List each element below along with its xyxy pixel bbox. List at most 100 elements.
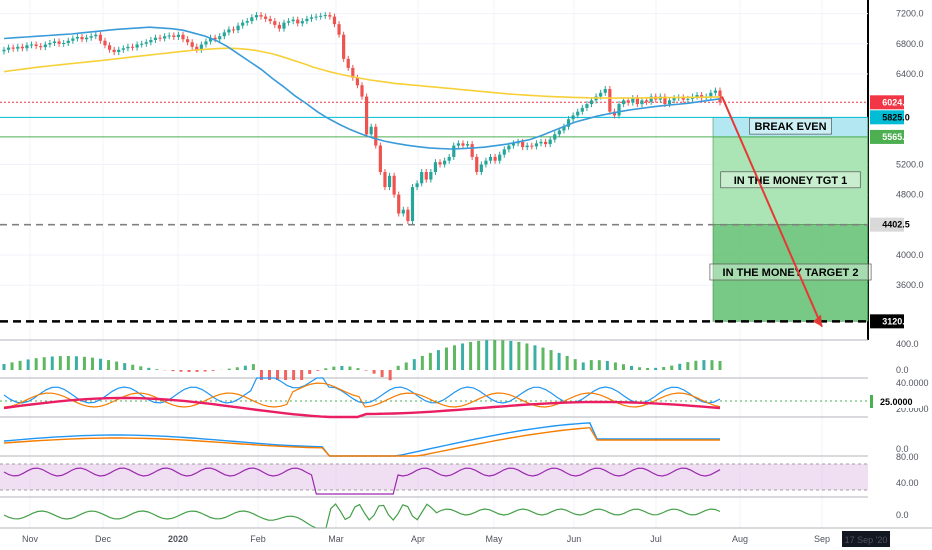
candle-body — [566, 119, 571, 127]
candle-body — [612, 111, 617, 116]
candle-body — [713, 90, 718, 93]
histogram-bar — [630, 365, 634, 370]
candle-body — [415, 183, 419, 188]
price-badge — [870, 129, 904, 144]
candle-body — [589, 100, 594, 105]
candle-body — [543, 141, 548, 145]
histogram-bar — [710, 360, 714, 370]
candle-body — [681, 97, 685, 100]
candle-body — [452, 145, 456, 157]
candle-body — [401, 209, 405, 214]
candle-body — [488, 156, 493, 161]
candle-body — [153, 37, 158, 40]
rsi-band — [0, 464, 868, 490]
candle-body — [475, 156, 479, 173]
candle-body — [172, 35, 176, 37]
slow-moving-average-line — [3, 47, 721, 99]
candle-body — [176, 34, 181, 37]
candle-body — [126, 46, 130, 49]
candle-body — [218, 36, 222, 40]
candle-body — [447, 156, 451, 161]
histogram-bar — [469, 341, 473, 370]
histogram-bar — [10, 362, 14, 370]
candle-body — [250, 17, 254, 22]
histogram-bar — [211, 370, 215, 371]
candle-body — [282, 22, 286, 29]
momentum-line — [3, 503, 721, 529]
zone-label-box — [709, 263, 872, 281]
histogram-bar — [259, 370, 263, 380]
candle-body — [25, 45, 29, 49]
candle-body — [291, 19, 295, 22]
histogram-bar — [131, 364, 135, 370]
histogram-bar — [292, 370, 296, 380]
adx-badge-label: 25.0000 — [880, 397, 913, 407]
histogram-bar — [332, 366, 336, 370]
price-badge — [870, 95, 904, 110]
x-tick-label: Jun — [567, 534, 582, 544]
x-end-label: 17 Sep '20 — [845, 535, 888, 545]
candle-body — [644, 100, 649, 102]
x-tick-label: Dec — [95, 534, 112, 544]
candle-body — [507, 145, 511, 150]
zone-label: IN THE MONEY TGT 1 — [734, 175, 847, 187]
histogram-bar — [686, 362, 690, 370]
candle-body — [649, 96, 653, 102]
candle-body — [608, 89, 612, 112]
candle-body — [557, 130, 561, 135]
histogram-bar — [2, 364, 6, 370]
price-badge-label: 3120.8 — [882, 316, 910, 326]
histogram-bar — [99, 358, 103, 370]
candle-body — [553, 134, 557, 140]
candle-body — [599, 92, 603, 97]
histogram-bar — [501, 340, 505, 370]
adx-badge — [870, 395, 922, 408]
candle-body — [29, 44, 34, 46]
histogram-bar — [243, 365, 247, 370]
candle-body — [286, 21, 291, 23]
candle-body — [686, 98, 690, 100]
candle-body — [465, 144, 470, 146]
candle-body — [254, 15, 259, 18]
candle-body — [167, 35, 171, 37]
candle-body — [663, 96, 667, 105]
candle-body — [443, 160, 447, 165]
candle-body — [185, 39, 190, 43]
x-tick-label: 2020 — [168, 534, 188, 544]
histogram-bar — [396, 365, 400, 370]
candle-body — [342, 34, 346, 59]
candle-body — [617, 104, 621, 116]
x-tick-label: Sep — [814, 534, 830, 544]
candle-body — [296, 19, 300, 24]
candle-body — [149, 39, 153, 43]
candle-body — [332, 16, 337, 25]
candle-body — [420, 172, 424, 184]
histogram-bar — [485, 340, 489, 370]
histogram-bar — [412, 359, 416, 370]
price-tick-label: 5200.0 — [896, 159, 924, 169]
candle-body — [241, 22, 245, 26]
candle-body — [85, 37, 89, 40]
candle-body — [208, 37, 213, 42]
histogram-bar — [597, 360, 601, 370]
price-badge — [870, 217, 904, 232]
candle-body — [163, 36, 167, 39]
candle-body — [672, 98, 676, 101]
histogram-bar — [581, 362, 585, 370]
candle-body — [328, 15, 332, 17]
candle-body — [20, 46, 24, 49]
histogram-bar — [26, 359, 30, 370]
candle-body — [39, 46, 43, 48]
histogram-bar — [646, 367, 650, 370]
price-tick-label: 7200.0 — [896, 9, 924, 19]
histogram-bar — [517, 341, 521, 370]
price-tick-label: 4800.0 — [896, 190, 924, 200]
candle-body — [640, 100, 644, 105]
candle-body — [383, 172, 387, 188]
histogram-bar — [525, 343, 529, 370]
candle-body — [498, 154, 502, 161]
candle-body — [236, 25, 240, 31]
candle-body — [429, 172, 433, 180]
candle-body — [433, 162, 438, 173]
